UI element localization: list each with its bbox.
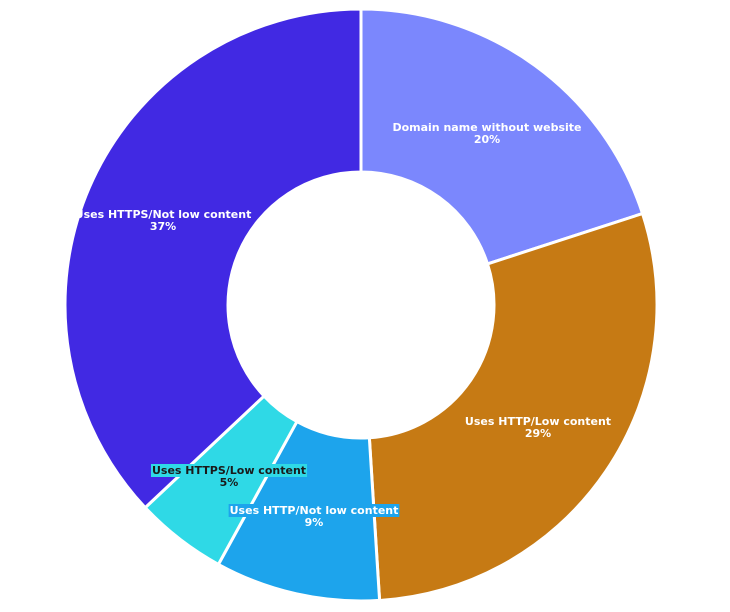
slice-uses-http-low-content (367, 212, 659, 602)
slices-layer (63, 7, 659, 603)
slice-label-value: 9% (305, 516, 324, 529)
slice-label-highlight (150, 464, 308, 477)
slice-uses-https-not-low-content (63, 7, 363, 510)
slice-label-value: 29% (525, 427, 551, 440)
slice-label-name: Uses HTTPS/Low content (152, 464, 306, 477)
slice-label-value: 5% (220, 476, 239, 489)
slice-label-value: 20% (474, 133, 500, 146)
slice-label-name: Domain name without website (392, 121, 581, 134)
slice-domain-name-without-website (359, 7, 645, 266)
slice-label-name: Uses HTTP/Not low content (230, 504, 399, 517)
slice-label-highlight (228, 504, 400, 517)
slice-label-name: Uses HTTPS/Not low content (75, 208, 252, 221)
slice-label-name: Uses HTTP/Low content (465, 415, 611, 428)
slice-label-value: 37% (150, 220, 176, 233)
